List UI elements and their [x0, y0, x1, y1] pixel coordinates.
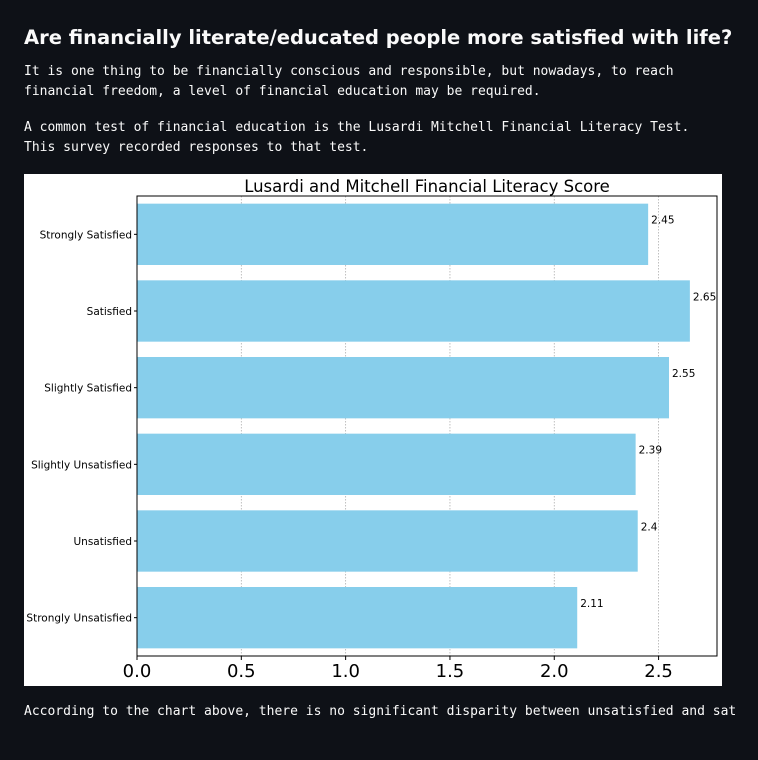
page-title: Are financially literate/educated people…	[24, 26, 733, 49]
x-tick-label-0: 0.0	[123, 661, 152, 682]
data-label-5: 2.11	[580, 598, 603, 610]
intro-line-1: It is one thing to be financially consci…	[24, 64, 674, 79]
data-label-1: 2.65	[693, 291, 716, 303]
category-label-3: Slightly Unsatisfied	[31, 459, 132, 471]
category-label-4: Unsatisfied	[74, 536, 133, 548]
intro-line-3: A common test of financial education is …	[24, 120, 690, 135]
x-tick-label-3: 1.5	[436, 661, 465, 682]
chart-title: Lusardi and Mitchell Financial Literacy …	[244, 177, 610, 196]
intro-paragraph-2: A common test of financial education is …	[24, 118, 689, 158]
data-labels: 2.45 2.65 2.55 2.39 2.4 2.11	[580, 215, 716, 610]
bar-chart: Lusardi and Mitchell Financial Literacy …	[24, 174, 722, 686]
x-tick-label-2: 1.0	[331, 661, 360, 682]
bar-2	[137, 357, 670, 419]
data-label-2: 2.55	[672, 368, 695, 380]
x-tick-label-4: 2.0	[540, 661, 569, 682]
category-label-2: Slightly Satisfied	[44, 383, 132, 395]
bar-1	[137, 280, 690, 342]
data-label-3: 2.39	[639, 445, 662, 457]
x-tick-label-1: 0.5	[227, 661, 256, 682]
category-label-0: Strongly Satisfied	[40, 229, 132, 241]
data-label-0: 2.45	[651, 215, 674, 227]
category-label-5: Strongly Unsatisfied	[26, 613, 132, 625]
bar-5	[137, 587, 578, 649]
intro-paragraph-1: It is one thing to be financially consci…	[24, 62, 674, 102]
x-ticks: 0.0 0.5 1.0 1.5 2.0 2.5	[123, 656, 673, 682]
bar-0	[137, 203, 649, 265]
category-label-1: Satisfied	[87, 306, 132, 318]
intro-line-4: This survey recorded responses to that t…	[24, 140, 369, 155]
bar-4	[137, 510, 638, 572]
bars	[137, 203, 690, 649]
category-labels: Strongly Satisfied Satisfied Slightly Sati…	[26, 229, 137, 625]
x-tick-label-5: 2.5	[644, 661, 673, 682]
intro-line-2: financial freedom, a level of financial …	[24, 84, 541, 99]
data-label-4: 2.4	[641, 521, 658, 533]
plot-frame	[136, 195, 718, 657]
conclusion-text: According to the chart above, there is n…	[24, 704, 737, 719]
chart-svg: Lusardi and Mitchell Financial Literacy …	[26, 177, 718, 682]
bar-3	[137, 433, 636, 495]
